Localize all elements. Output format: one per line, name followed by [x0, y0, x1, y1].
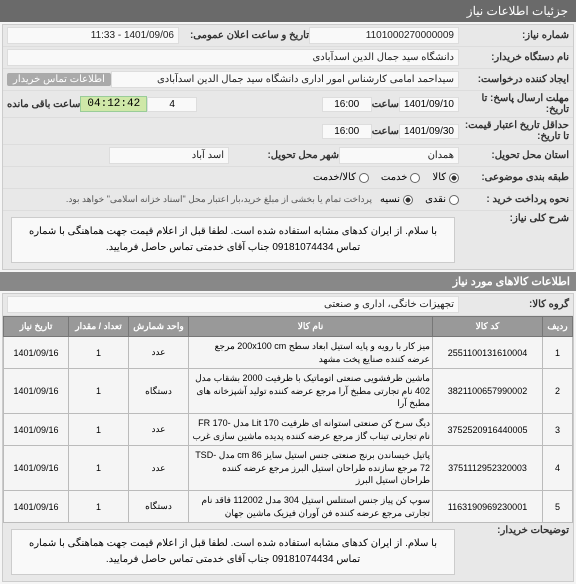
province-label: استان محل تحویل: — [459, 150, 569, 161]
table-cell: 1 — [69, 446, 129, 491]
th-name: نام کالا — [189, 317, 433, 337]
goods-header: اطلاعات کالاهای مورد نیاز — [0, 272, 576, 291]
table-row: 12551100131610004میز کار با رویه و پایه … — [4, 337, 573, 369]
validity-label: حداقل تاریخ اعتبار قیمت: تا تاریخ: — [459, 120, 569, 142]
radio-icon — [359, 173, 369, 183]
city-label: شهر محل تحویل: — [229, 150, 339, 161]
remaining-count: 4 — [147, 97, 197, 112]
need-no-label: شماره نیاز: — [459, 30, 569, 41]
deadline-date: 1401/09/10 — [399, 97, 459, 112]
countdown-timer: 04:12:42 — [80, 96, 147, 112]
table-cell: 2 — [543, 369, 573, 414]
table-row: 51163190969230001سوپ کن پیاز جنس استنلس … — [4, 490, 573, 522]
province-value: همدان — [339, 147, 459, 164]
panel-header: جزئیات اطلاعات نیاز — [0, 0, 576, 22]
group-value: تجهیزات خانگی، اداری و صنعتی — [7, 296, 459, 313]
table-row: 43751112952320003پاتیل خیساندن برنج صنعت… — [4, 446, 573, 491]
table-cell: 1401/09/16 — [4, 446, 69, 491]
table-cell: 1401/09/16 — [4, 490, 69, 522]
validity-date: 1401/09/30 — [399, 124, 459, 139]
table-cell: میز کار با رویه و پایه استیل ابعاد سطح 2… — [189, 337, 433, 369]
goods-panel: گروه کالا: تجهیزات خانگی، اداری و صنعتی … — [2, 293, 574, 582]
table-cell: 4 — [543, 446, 573, 491]
table-cell: عدد — [129, 413, 189, 445]
radio-icon — [410, 173, 420, 183]
partial-note: پرداخت تمام یا بخشی از مبلغ خرید،بار اعت… — [66, 194, 372, 205]
goods-table: ردیف کد کالا نام کالا واحد شمارش تعداد /… — [3, 316, 573, 523]
table-cell: 3821100657990002 — [433, 369, 543, 414]
notes-box: با سلام. از ایران کدهای مشابه استفاده شد… — [11, 529, 455, 575]
budget-radio-service[interactable]: خدمت — [381, 172, 421, 183]
desc-box: با سلام. از ایران کدهای مشابه استفاده شد… — [11, 217, 455, 263]
ann-datetime-value: 1401/09/06 - 11:33 — [7, 27, 179, 44]
table-cell: ماشین ظرفشویی صنعتی اتوماتیک با ظرفیت 20… — [189, 369, 433, 414]
validity-time: 16:00 — [322, 124, 372, 139]
partial-label: نحوه پرداخت خرید : — [459, 194, 569, 205]
table-cell: 1 — [543, 337, 573, 369]
budget-label: طبقه بندی موضوعی: — [459, 172, 569, 183]
budget-radio-goods[interactable]: کالا — [432, 172, 459, 183]
remaining-label: ساعت باقی مانده — [7, 99, 80, 110]
table-cell: 3751112952320003 — [433, 446, 543, 491]
buyer-value: دانشگاه سید جمال الدین اسدآبادی — [7, 49, 459, 66]
table-cell: 1 — [69, 413, 129, 445]
table-row: 23821100657990002ماشین ظرفشویی صنعتی اتو… — [4, 369, 573, 414]
th-code: کد کالا — [433, 317, 543, 337]
budget-radio-group: کالا خدمت کالا/خدمت — [313, 172, 459, 183]
contact-info-tag[interactable]: اطلاعات تماس خریدار — [7, 73, 111, 86]
table-row: 33752520916440005دیگ سرخ کن صنعتی استوان… — [4, 413, 573, 445]
table-cell: 1401/09/16 — [4, 337, 69, 369]
table-cell: 3 — [543, 413, 573, 445]
table-cell: 1 — [69, 369, 129, 414]
table-cell: دستگاه — [129, 490, 189, 522]
creator-value: سیداحمد امامی کارشناس امور اداری دانشگاه… — [111, 71, 459, 88]
table-cell: پاتیل خیساندن برنج صنعتی جنس استیل سایز … — [189, 446, 433, 491]
table-cell: 1 — [69, 337, 129, 369]
ann-datetime-label: تاریخ و ساعت اعلان عمومی: — [179, 30, 309, 41]
th-index: ردیف — [543, 317, 573, 337]
radio-icon — [449, 195, 459, 205]
time-label-2: ساعت — [372, 126, 399, 137]
desc-label: شرح کلی نیاز: — [459, 213, 569, 224]
table-cell: عدد — [129, 337, 189, 369]
time-label-1: ساعت — [372, 99, 399, 110]
payment-radio-credit[interactable]: نسیه — [380, 194, 413, 205]
table-cell: دستگاه — [129, 369, 189, 414]
table-cell: 1401/09/16 — [4, 369, 69, 414]
payment-radio-cash[interactable]: نقدی — [425, 194, 459, 205]
deadline-time: 16:00 — [322, 97, 372, 112]
budget-radio-both[interactable]: کالا/خدمت — [313, 172, 369, 183]
radio-icon — [403, 195, 413, 205]
table-cell: 3752520916440005 — [433, 413, 543, 445]
notes-label: توضیحات خریدار: — [459, 525, 569, 536]
need-info-panel: شماره نیاز: 1101000270000009 تاریخ و ساع… — [2, 24, 574, 270]
creator-label: ایجاد کننده درخواست: — [459, 74, 569, 85]
deadline-label: مهلت ارسال پاسخ: تا تاریخ: — [459, 93, 569, 115]
table-cell: 2551100131610004 — [433, 337, 543, 369]
table-cell: 5 — [543, 490, 573, 522]
th-qty: تعداد / مقدار — [69, 317, 129, 337]
table-cell: سوپ کن پیاز جنس استنلس استیل 304 مدل 112… — [189, 490, 433, 522]
table-cell: 1 — [69, 490, 129, 522]
need-no-value: 1101000270000009 — [309, 27, 459, 44]
radio-icon — [449, 173, 459, 183]
table-cell: عدد — [129, 446, 189, 491]
city-value: اسد آباد — [109, 147, 229, 164]
table-cell: 1163190969230001 — [433, 490, 543, 522]
th-unit: واحد شمارش — [129, 317, 189, 337]
buyer-label: نام دستگاه خریدار: — [459, 52, 569, 63]
payment-radio-group: نقدی نسیه — [380, 194, 459, 205]
table-cell: 1401/09/16 — [4, 413, 69, 445]
table-cell: دیگ سرخ کن صنعتی استوانه ای ظرفیت 170 Li… — [189, 413, 433, 445]
th-date: تاریخ نیاز — [4, 317, 69, 337]
group-label: گروه کالا: — [459, 299, 569, 310]
table-header-row: ردیف کد کالا نام کالا واحد شمارش تعداد /… — [4, 317, 573, 337]
